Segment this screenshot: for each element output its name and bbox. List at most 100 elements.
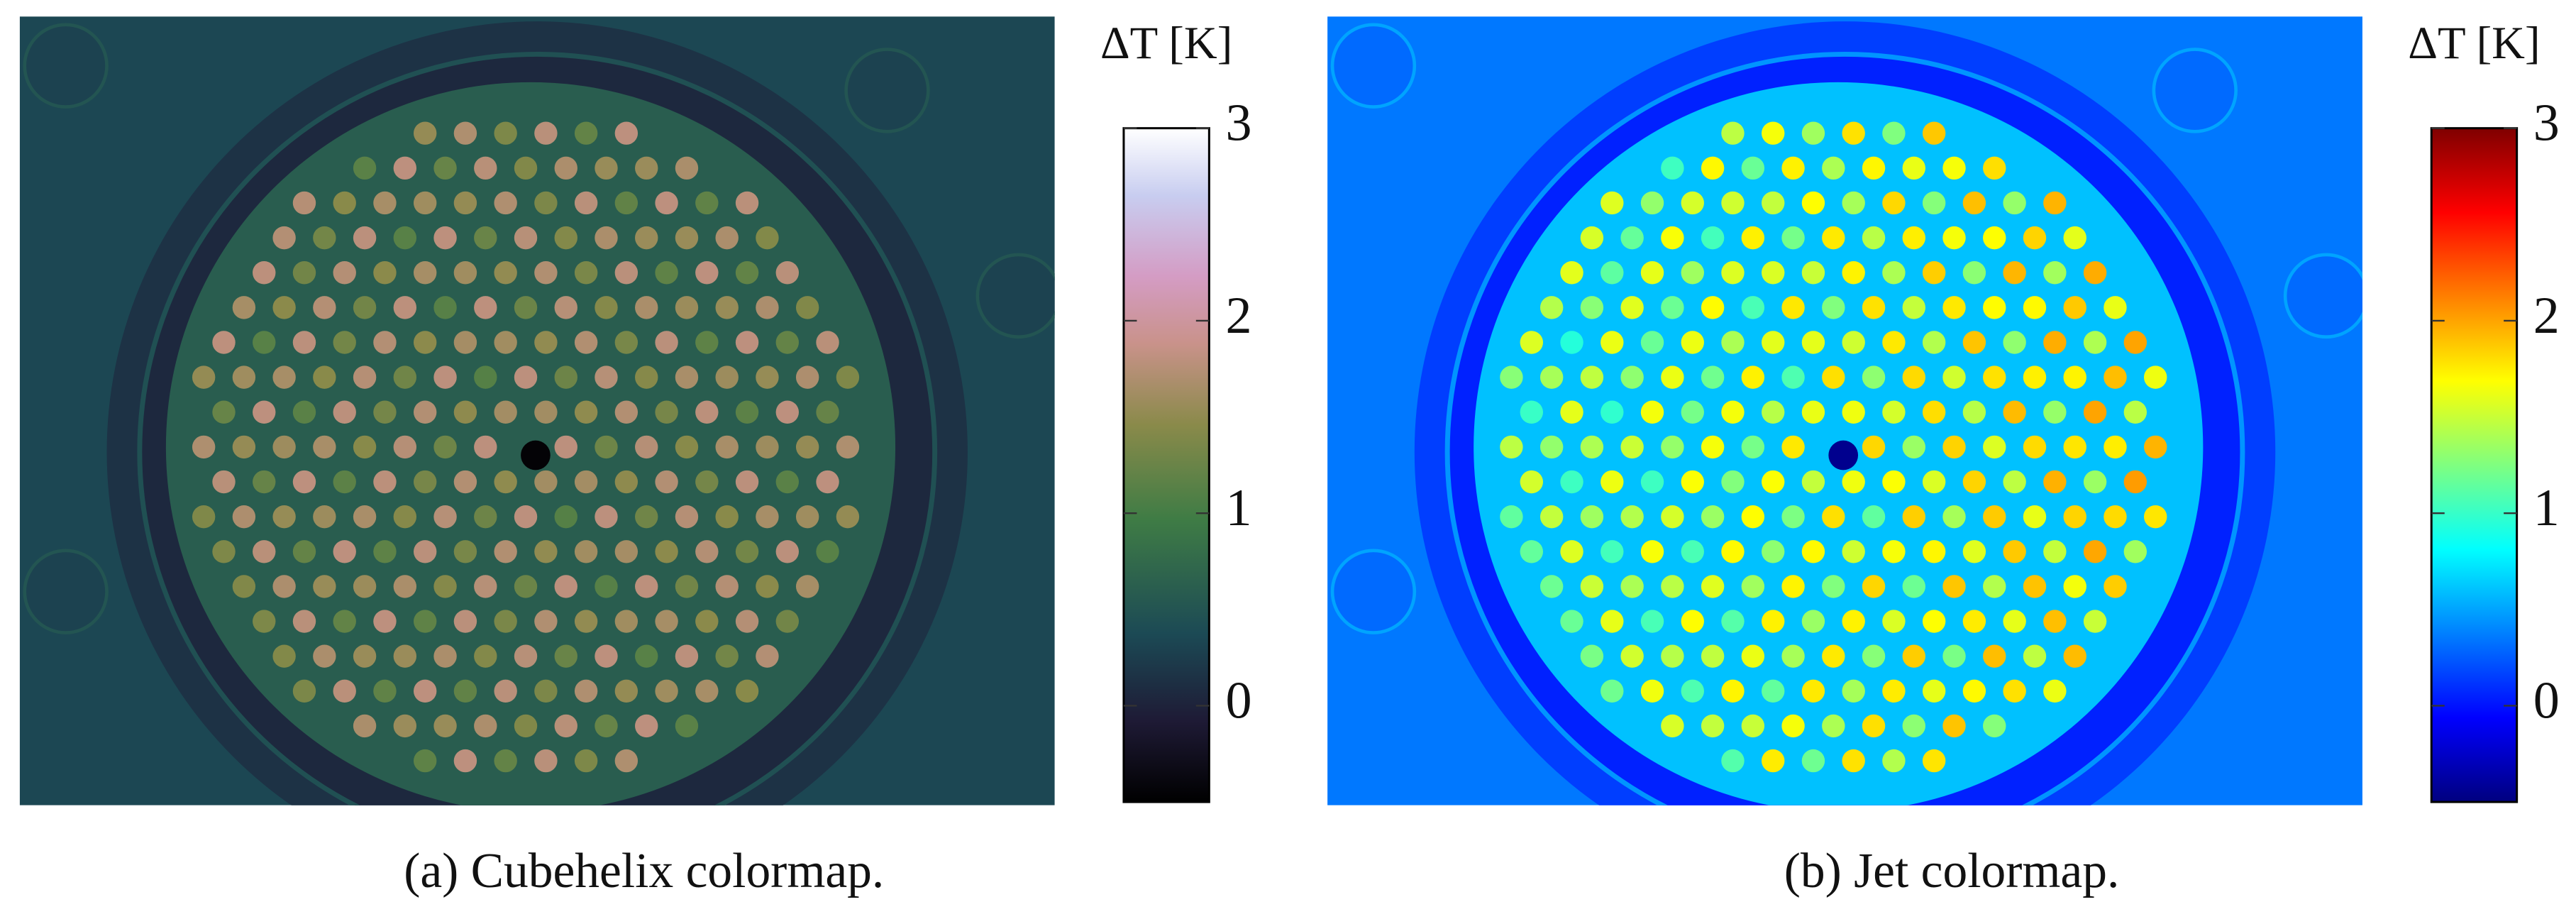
hole-spot (795, 505, 819, 529)
hole-spot (433, 575, 457, 598)
hole-spot (735, 610, 759, 633)
hole-spot (353, 714, 377, 738)
hole-spot (1842, 400, 1865, 424)
hole-spot (1983, 505, 2006, 529)
hole-spot (1640, 191, 1664, 215)
hole-spot (1781, 644, 1805, 668)
hole-spot (373, 261, 397, 285)
hole-spot (2123, 331, 2147, 354)
hole-spot (1882, 121, 1906, 145)
hole-spot (655, 470, 678, 494)
hole-spot (373, 331, 397, 354)
hole-spot (1902, 156, 1925, 180)
panel: 0 1 2 3 ΔT [K] (a) Cubehelix colormap. (19, 16, 1252, 898)
hole-spot (453, 540, 477, 563)
hole-spot (1761, 331, 1785, 354)
hole-spot (1601, 679, 1624, 703)
hole-spot (1781, 226, 1805, 250)
hole-spot (2083, 470, 2107, 494)
hole-spot (433, 505, 457, 529)
hole-spot (393, 644, 417, 668)
hole-spot (333, 331, 356, 354)
hole-spot (413, 400, 437, 424)
hole-spot (1862, 226, 1886, 250)
hole-spot (695, 540, 719, 563)
hole-spot (1922, 610, 1946, 633)
colorbar-tick-label: 0 (1226, 671, 1252, 730)
hole-spot (1701, 156, 1725, 180)
colorbar-label: ΔT [K] (1100, 18, 1232, 69)
hole-spot (1741, 226, 1765, 250)
hole-spot (1721, 331, 1745, 354)
hole-spot (1902, 296, 1925, 319)
hole-spot (1681, 540, 1704, 563)
hole-spot (554, 365, 577, 389)
hole-spot (695, 261, 719, 285)
hole-spot (2003, 261, 2026, 285)
hole-spot (1620, 435, 1644, 459)
hole-spot (614, 470, 639, 494)
hole-spot (1761, 679, 1785, 703)
hole-spot (1620, 575, 1644, 598)
hole-spot (192, 505, 216, 529)
hole-spot (655, 679, 678, 703)
hole-spot (1942, 575, 1966, 598)
hole-spot (494, 400, 517, 424)
hole-spot (1701, 435, 1725, 459)
hole-spot (1761, 121, 1785, 145)
hole-spot (1822, 156, 1845, 180)
hole-spot (1520, 400, 1544, 424)
hole-spot (292, 679, 316, 703)
hole-spot (635, 226, 658, 250)
hole-spot (1822, 644, 1845, 668)
hole-spot (1560, 331, 1583, 354)
panel: 0 1 2 3 ΔT [K] (b) Jet colormap. (1327, 16, 2560, 898)
hole-spot (1922, 540, 1946, 563)
hole-spot (1882, 749, 1906, 773)
hole-spot (554, 226, 577, 250)
hole-spot (595, 644, 618, 668)
hole-spot (1580, 435, 1604, 459)
hole-spot (1721, 749, 1745, 773)
hole-spot (2104, 505, 2127, 529)
hole-spot (514, 575, 538, 598)
hole-spot (1962, 679, 1986, 703)
hole-spot (2063, 644, 2086, 668)
hole-spot (333, 191, 356, 215)
hole-spot (1962, 540, 1986, 563)
hole-spot (413, 470, 437, 494)
hole-spot (453, 191, 477, 215)
hole-spot (1801, 400, 1825, 424)
hole-spot (413, 540, 437, 563)
hole-spot (1601, 610, 1624, 633)
hole-spot (1781, 156, 1805, 180)
hole-spot (554, 435, 577, 459)
hole-spot (775, 400, 800, 424)
hole-spot (413, 261, 437, 285)
hole-spot (735, 331, 759, 354)
hole-spot (1882, 400, 1906, 424)
hole-spot (1681, 679, 1704, 703)
hole-spot (453, 679, 477, 703)
bolt-hole (23, 23, 109, 109)
hole-spot (775, 470, 800, 494)
hole-spot (353, 644, 377, 668)
hole-spot (453, 400, 477, 424)
hole-spot (1560, 610, 1583, 633)
hole-spot (795, 365, 819, 389)
hole-spot (494, 679, 517, 703)
hole-spot (1942, 644, 1966, 668)
hole-spot (272, 644, 296, 668)
hole-spot (1681, 400, 1704, 424)
hole-spot (494, 610, 517, 633)
hole-spot (554, 714, 577, 738)
hole-spot (1983, 714, 2006, 738)
hole-spot (1862, 644, 1886, 668)
hole-spot (1801, 331, 1825, 354)
hole-spot (272, 435, 296, 459)
hole-spot (1741, 156, 1765, 180)
hole-spot (1721, 121, 1745, 145)
hole-spot (1681, 610, 1704, 633)
hole-spot (353, 296, 377, 319)
hole-spot (1580, 296, 1604, 319)
